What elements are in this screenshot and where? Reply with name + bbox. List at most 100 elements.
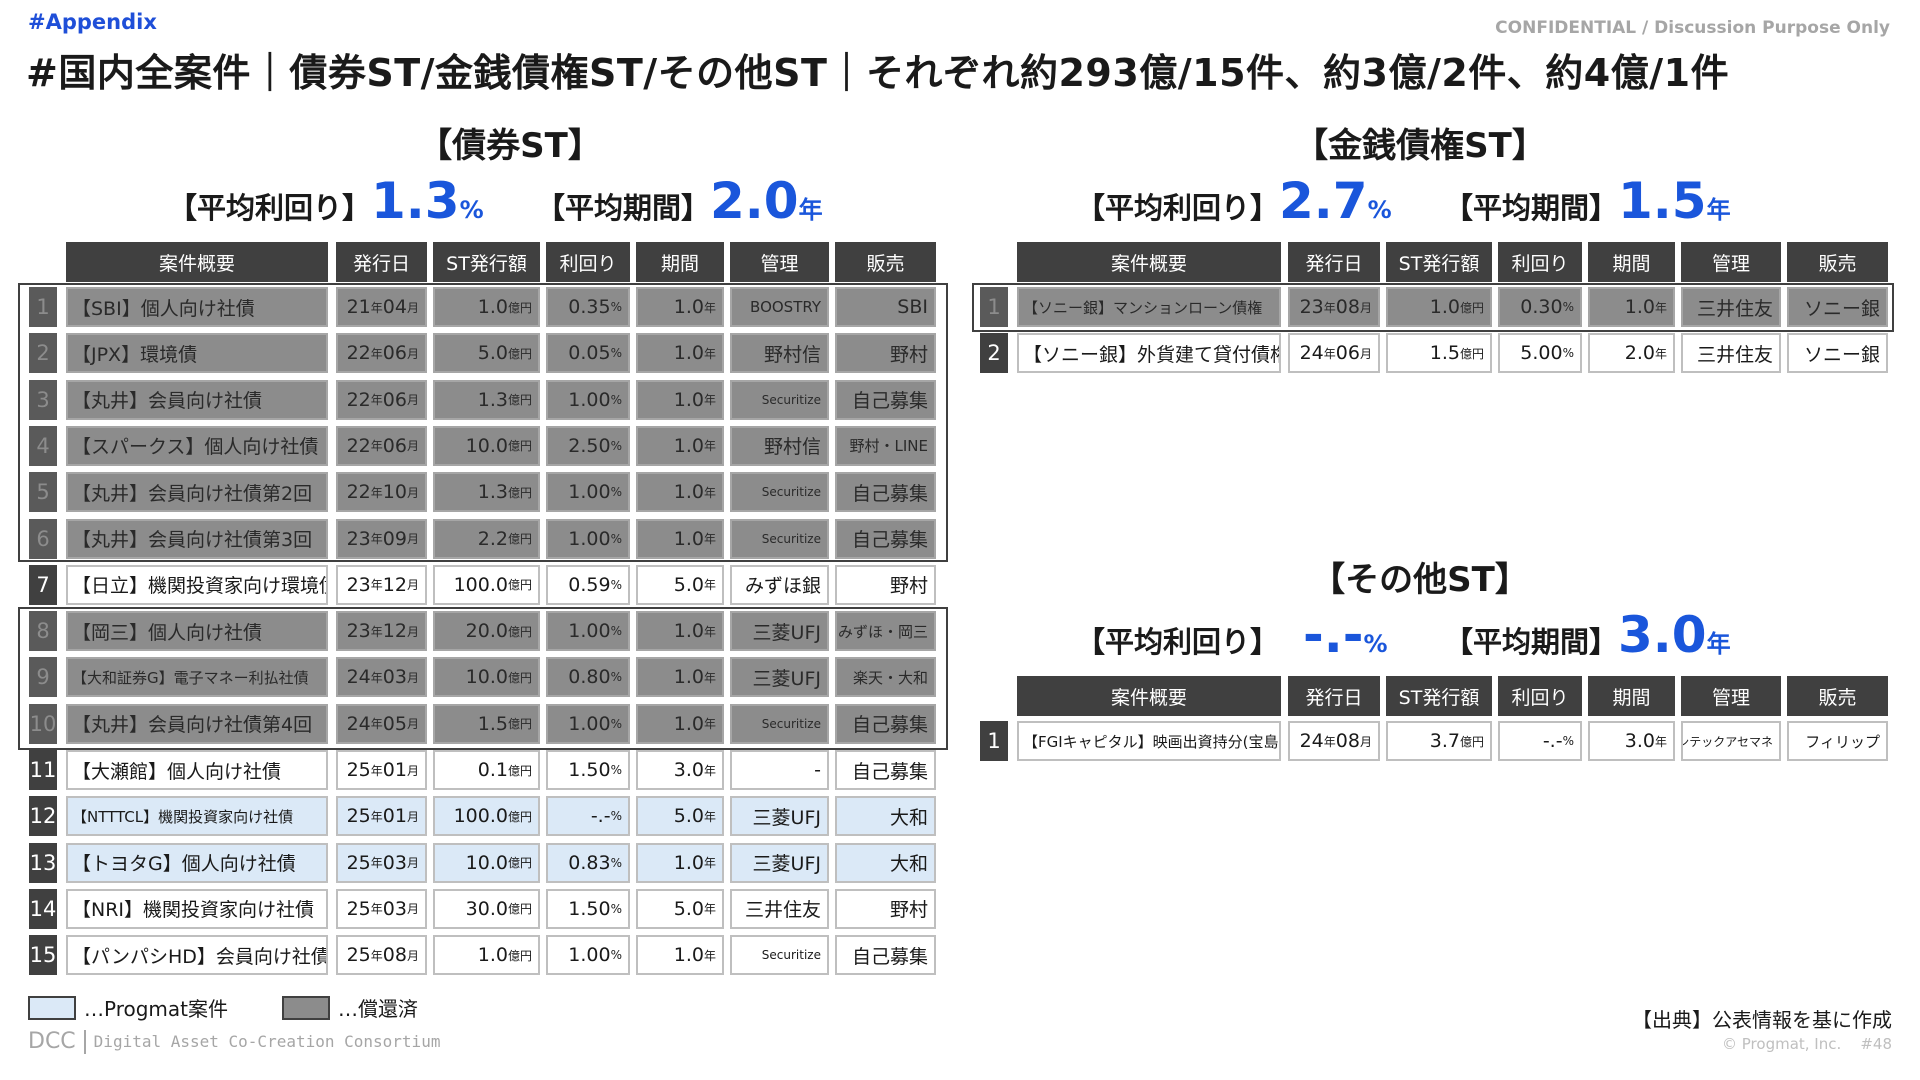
bond-month-unit: 月 bbox=[406, 346, 419, 361]
bond-yield-unit: % bbox=[610, 855, 622, 870]
bond-col-header: 案件概要 bbox=[66, 242, 328, 282]
bond-yield-value: 0.59 bbox=[568, 573, 611, 596]
other-avg-term: 【平均期間】3.0年 bbox=[1444, 606, 1731, 664]
bond-amount-value: 2.2 bbox=[477, 527, 508, 550]
bond-deal-name: 【日立】機関投資家向け環境債 bbox=[66, 564, 328, 605]
bond-issue-month: 06 bbox=[382, 434, 407, 457]
bond-amount-value: 100.0 bbox=[453, 805, 508, 828]
bond-month-unit: 月 bbox=[406, 578, 419, 593]
other-avg-yield: 【平均利回り】 -.-% bbox=[1076, 606, 1388, 664]
receivable-issue-date: 23 年 08 月 bbox=[1288, 287, 1380, 327]
bond-manager: BOOSTRY bbox=[730, 287, 829, 327]
receivable-amount-unit: 億円 bbox=[1459, 300, 1484, 315]
bond-term-value: 1.0 bbox=[673, 481, 704, 504]
bond-term-unit: 年 bbox=[703, 439, 716, 454]
other-avg-term-label: 【平均期間】 bbox=[1444, 625, 1619, 659]
bond-amount-unit: 億円 bbox=[507, 809, 532, 824]
bond-issue-month: 10 bbox=[382, 481, 407, 504]
receivable-col-header: 発行日 bbox=[1288, 242, 1380, 282]
other-deal-name: 【FGIキャピタル】映画出資持分(宝島) bbox=[1017, 721, 1281, 761]
bond-row-number: 1 bbox=[29, 287, 57, 327]
bond-term-value: 1.0 bbox=[673, 944, 704, 967]
bond-yield-unit: % bbox=[610, 670, 622, 685]
bond-term: 1.0 年 bbox=[636, 472, 724, 513]
bond-deal-name: 【丸井】会員向け社債第4回 bbox=[66, 703, 328, 744]
bond-month-unit: 月 bbox=[406, 948, 419, 963]
bond-issue-month: 01 bbox=[382, 805, 407, 828]
bond-issue-month: 01 bbox=[382, 759, 407, 781]
receivable-manager: 三井住友 bbox=[1681, 287, 1781, 327]
bond-issue-amount: 1.5 億円 bbox=[433, 703, 540, 744]
bond-amount-unit: 億円 bbox=[507, 393, 532, 408]
bond-issue-date: 22 年 06 月 bbox=[336, 425, 427, 466]
bond-issue-year: 22 bbox=[346, 342, 371, 365]
bond-issue-date: 25 年 01 月 bbox=[336, 750, 427, 790]
bond-issue-date: 25 年 03 月 bbox=[336, 888, 427, 929]
bond-yield: -.-% bbox=[546, 796, 630, 837]
legend-redeemed: …償還済 bbox=[282, 993, 418, 1022]
bond-amount-value: 1.3 bbox=[477, 388, 508, 411]
other-issue-date: 24 年 08 月 bbox=[1288, 721, 1380, 761]
receivable-amount-value: 1.0 bbox=[1429, 296, 1460, 318]
bond-sales: 野村 bbox=[835, 333, 936, 374]
bond-month-unit: 月 bbox=[406, 717, 419, 732]
bond-amount-value: 10.0 bbox=[465, 851, 508, 874]
bond-issue-year: 24 bbox=[346, 666, 371, 689]
bond-yield-unit: % bbox=[610, 346, 622, 361]
receivable-month-unit: 月 bbox=[1359, 346, 1372, 361]
receivable-yield: 5.00% bbox=[1498, 333, 1582, 374]
bond-issue-month: 04 bbox=[382, 296, 407, 318]
bond-term: 1.0 年 bbox=[636, 333, 724, 374]
receivable-col-header: 販売 bbox=[1787, 242, 1888, 282]
bond-issue-date: 22 年 06 月 bbox=[336, 379, 427, 420]
bond-term: 1.0 年 bbox=[636, 518, 724, 559]
bond-yield-unit: % bbox=[610, 300, 622, 314]
bond-col-header: 管理 bbox=[730, 242, 829, 282]
bond-amount-value: 100.0 bbox=[453, 573, 508, 596]
bond-amount-unit: 億円 bbox=[507, 717, 532, 732]
bond-yield: 1.00% bbox=[546, 518, 630, 559]
bond-yield-value: 0.80 bbox=[568, 666, 611, 689]
bond-row-number: 2 bbox=[29, 333, 57, 374]
bond-term: 3.0 年 bbox=[636, 750, 724, 790]
bond-sales: 野村 bbox=[835, 888, 936, 929]
bond-term-unit: 年 bbox=[703, 346, 716, 361]
bond-yield: 1.00% bbox=[546, 611, 630, 652]
receivable-issue-month: 06 bbox=[1335, 342, 1360, 365]
bond-yield: 0.83% bbox=[546, 842, 630, 883]
receivable-amount-value: 1.5 bbox=[1429, 342, 1460, 365]
bond-term-value: 1.0 bbox=[673, 620, 704, 643]
bond-issue-year: 25 bbox=[346, 851, 371, 874]
other-avg-term-unit: 年 bbox=[1706, 630, 1731, 658]
legend-redeemed-swatch bbox=[282, 995, 330, 1020]
bond-avg-term-label: 【平均期間】 bbox=[536, 191, 711, 225]
bond-yield-value: 0.35 bbox=[568, 296, 611, 318]
bond-term: 5.0 年 bbox=[636, 564, 724, 605]
bond-month-unit: 月 bbox=[406, 300, 419, 315]
bond-col-header: 期間 bbox=[636, 242, 724, 282]
bond-manager: - bbox=[730, 750, 829, 790]
other-manager: フィンテックアセマネ bbox=[1681, 721, 1781, 761]
bond-yield-unit: % bbox=[610, 716, 622, 731]
bond-term-unit: 年 bbox=[703, 948, 716, 963]
bond-manager: 野村信 bbox=[730, 425, 829, 466]
bond-avg-yield: 【平均利回り】1.3% bbox=[168, 172, 484, 230]
bond-term-unit: 年 bbox=[703, 717, 716, 732]
bond-issue-date: 24 年 05 月 bbox=[336, 703, 427, 744]
bond-term-unit: 年 bbox=[703, 532, 716, 546]
bond-term-value: 1.0 bbox=[673, 527, 704, 550]
bond-deal-name: 【SBI】個人向け社債 bbox=[66, 287, 328, 327]
bond-year-unit: 年 bbox=[370, 902, 383, 917]
bond-issue-date: 25 年 08 月 bbox=[336, 935, 427, 976]
bond-yield-value: -.- bbox=[590, 805, 611, 828]
bond-amount-unit: 億円 bbox=[507, 346, 532, 361]
bond-term-value: 5.0 bbox=[673, 805, 704, 828]
bond-year-unit: 年 bbox=[370, 532, 383, 546]
other-yield: -.-% bbox=[1498, 721, 1582, 761]
bond-amount-unit: 億円 bbox=[507, 948, 532, 963]
bond-month-unit: 月 bbox=[406, 393, 419, 408]
bond-row-number: 14 bbox=[29, 888, 57, 929]
other-col-header: 管理 bbox=[1681, 676, 1781, 716]
bond-deal-name: 【岡三】個人向け社債 bbox=[66, 611, 328, 652]
bond-month-unit: 月 bbox=[406, 532, 419, 546]
